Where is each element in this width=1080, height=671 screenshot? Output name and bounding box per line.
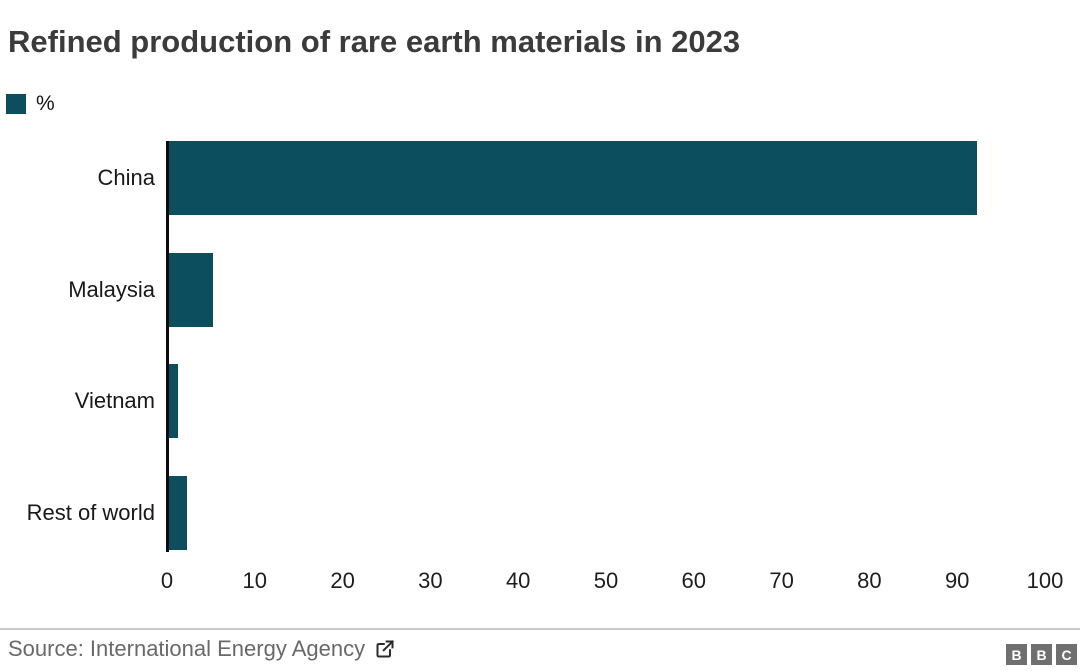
bbc-logo-letter-0: B [1006, 644, 1027, 665]
x-tick-30: 30 [418, 568, 443, 593]
x-tick-50: 50 [593, 568, 619, 593]
bar-china [169, 141, 977, 215]
bbc-logo-letter-1: B [1031, 644, 1052, 665]
x-tick-80: 80 [857, 568, 882, 593]
x-tick-20: 20 [330, 568, 355, 593]
bar-chart: China Malaysia Vietnam Rest of world 0 10 20 3… [0, 141, 1080, 611]
x-tick-40: 40 [505, 568, 531, 593]
plot-area [169, 141, 1059, 552]
x-tick-70: 70 [769, 568, 794, 593]
x-tick-100: 100 [1026, 568, 1064, 593]
source-attribution: Source: International Energy Agency [8, 636, 395, 662]
y-axis-line [166, 141, 169, 552]
external-link-icon[interactable] [375, 639, 395, 659]
x-tick-0: 0 [160, 568, 174, 593]
category-label-vietnam: Vietnam [74, 388, 155, 413]
category-label-malaysia: Malaysia [68, 277, 155, 302]
bar-rest-of-world [169, 476, 187, 550]
x-tick-90: 90 [944, 568, 970, 593]
chart-title: Refined production of rare earth materia… [8, 24, 741, 59]
footer-divider [0, 628, 1080, 630]
x-tick-10: 10 [242, 568, 268, 593]
x-axis: 0 10 20 30 40 50 60 70 80 90 100 [161, 568, 1063, 598]
bbc-logo-letter-2: C [1056, 644, 1077, 665]
source-label: Source: International Energy Agency [8, 636, 366, 661]
bar-malaysia [169, 253, 213, 327]
category-label-china: China [97, 165, 155, 190]
category-labels: China Malaysia Vietnam Rest of world [0, 141, 155, 553]
category-label-rest-of-world: Rest of world [26, 500, 155, 525]
bar-vietnam [169, 364, 178, 438]
x-tick-60: 60 [681, 568, 707, 593]
legend: % [6, 92, 55, 116]
legend-label: % [36, 92, 55, 115]
legend-swatch-icon [6, 94, 26, 114]
